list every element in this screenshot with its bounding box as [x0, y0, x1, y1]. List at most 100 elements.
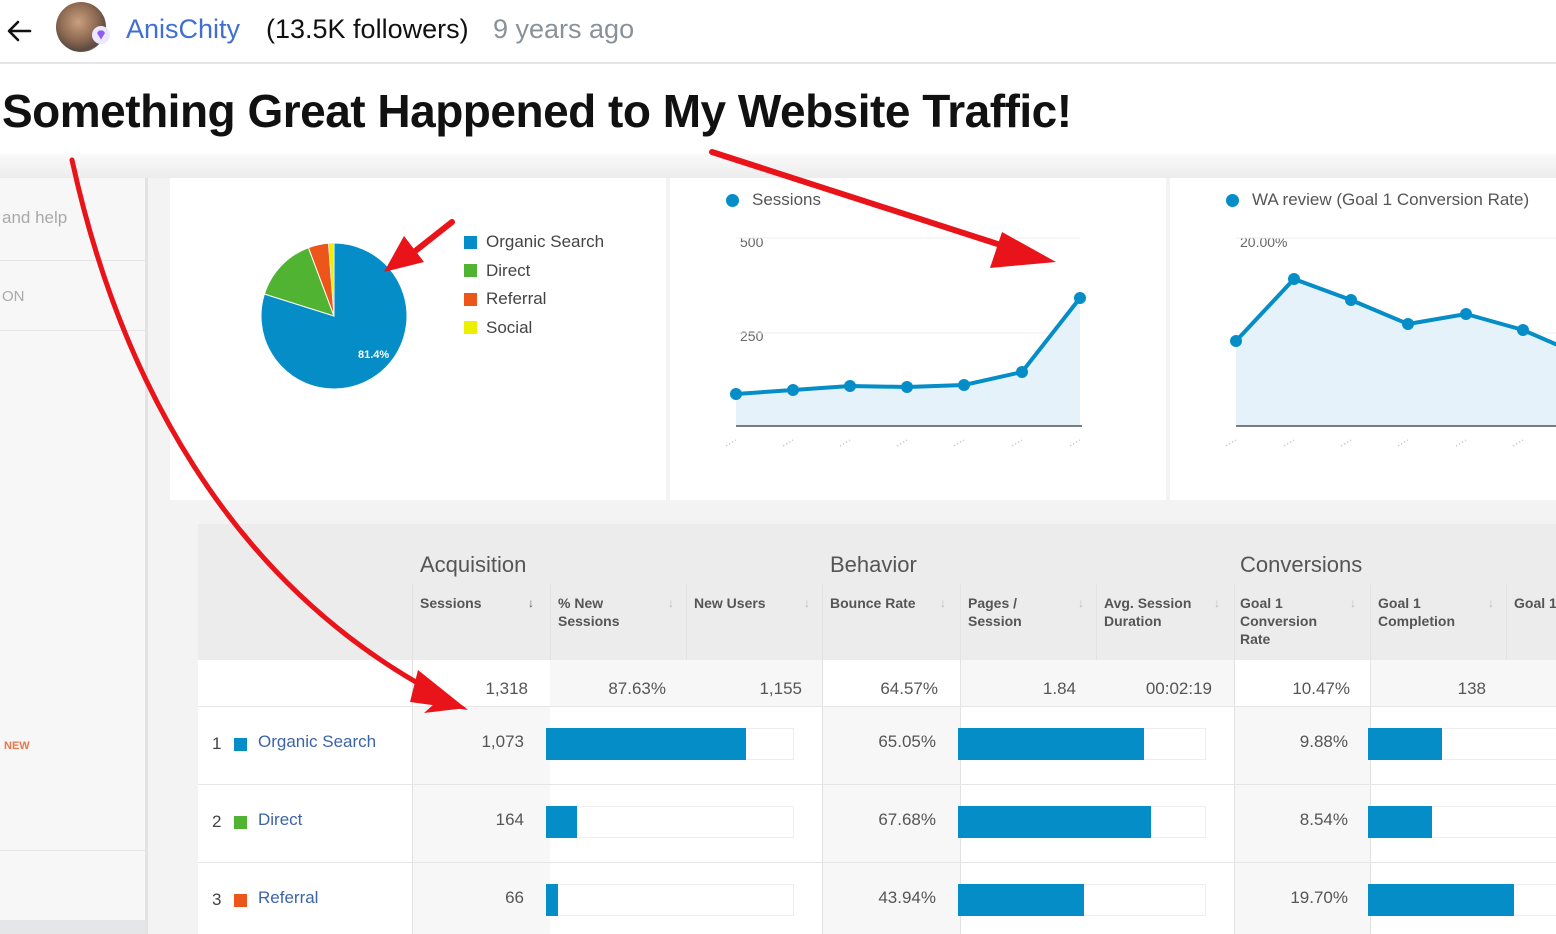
sidebar-divider: [0, 330, 145, 331]
row-sessions: 164: [495, 810, 524, 829]
sort-desc-icon[interactable]: ↓: [528, 596, 534, 610]
row-bounce-rate: 65.05%: [878, 732, 936, 751]
col-divider: [412, 584, 413, 934]
conv-bar: [1368, 728, 1442, 760]
sessions-chart-panel: Sessions 500 250: [670, 178, 1166, 500]
row-bounce-rate: 67.68%: [878, 810, 936, 829]
sort-icon[interactable]: ↓: [804, 596, 810, 610]
total-sessions: 1,318: [485, 679, 528, 698]
total-bounce-rate: 64.57%: [880, 679, 938, 698]
sort-icon[interactable]: ↓: [1078, 596, 1084, 610]
total-pages-per-session: 1.84: [1042, 679, 1076, 698]
group-conversions: Conversions: [1240, 552, 1363, 577]
total-pct-new-sessions: 87.63%: [608, 679, 666, 698]
row-conv-rate: 9.88%: [1299, 732, 1348, 751]
col-goal1-conversion-rate[interactable]: Goal 1 Conversion Rate: [1240, 595, 1318, 647]
sessions-bar: [546, 884, 558, 916]
sort-icon[interactable]: ↓: [1214, 596, 1220, 610]
legend-item-organic[interactable]: Organic Search: [464, 228, 604, 257]
legend-label: Direct: [486, 260, 531, 280]
pie-legend: Organic Search Direct Referral Social: [464, 228, 604, 342]
total-avg-session-duration: 00:02:19: [1145, 679, 1212, 698]
col-bounce-rate[interactable]: Bounce Rate: [830, 595, 916, 611]
pie-chart-panel: 81.4% Organic Search Direct Referral Soc…: [170, 178, 666, 500]
col-avg-session-duration[interactable]: Avg. Session Duration: [1104, 595, 1192, 629]
sort-icon[interactable]: ↓: [1488, 596, 1494, 610]
new-badge: NEW: [4, 740, 30, 752]
row-divider: [198, 706, 1556, 707]
channel-link[interactable]: Direct: [258, 810, 303, 829]
sort-icon[interactable]: ↓: [1350, 596, 1356, 610]
sessions-bar: [546, 728, 746, 760]
channel-link[interactable]: Referral: [258, 888, 319, 907]
analytics-sidebar: and help ON NEW: [0, 178, 148, 934]
col-divider: [550, 584, 551, 660]
channel-data-table: Acquisition Behavior Conversions Session…: [198, 524, 1556, 934]
sessions-bar-track: [546, 884, 794, 916]
conv-bar: [1368, 884, 1514, 916]
post-header: AnisChity (13.5K followers) 9 years ago: [0, 0, 1556, 64]
col-goal1-value[interactable]: Goal 1: [1514, 595, 1556, 611]
series-dot-icon: [726, 193, 739, 207]
col-goal1-completion[interactable]: Goal 1 Completion: [1378, 595, 1455, 629]
col-pct-new-sessions[interactable]: % New Sessions: [558, 595, 620, 629]
col-pages-per-session[interactable]: Pages / Session: [968, 595, 1022, 629]
row-sessions: 66: [505, 888, 524, 907]
channel-swatch-icon: [234, 894, 247, 907]
row-conv-rate: 19.70%: [1290, 888, 1348, 907]
conversion-series-label: WA review (Goal 1 Conversion Rate): [1226, 190, 1529, 210]
legend-label: Organic Search: [486, 232, 605, 252]
col-sessions[interactable]: Sessions: [420, 595, 482, 611]
table-header-bg: [198, 524, 1556, 660]
legend-swatch-icon: [464, 292, 477, 306]
group-behavior: Behavior: [830, 552, 917, 577]
sessions-line-chart: [725, 237, 1086, 447]
sidebar-divider: [0, 260, 145, 261]
followers-count: (13.5K followers): [266, 14, 469, 44]
legend-swatch-icon: [464, 264, 477, 278]
legend-swatch-icon: [464, 321, 477, 335]
bounce-bar: [958, 884, 1084, 916]
sidebar-divider: [0, 850, 145, 851]
col-new-users[interactable]: New Users: [694, 595, 766, 611]
screenshot-top-shadow: [0, 154, 1556, 178]
channel-swatch-icon: [234, 738, 247, 751]
legend-item-direct[interactable]: Direct: [464, 257, 604, 286]
sort-icon[interactable]: ↓: [668, 596, 674, 610]
col-divider: [686, 584, 687, 660]
conversion-line-chart: [1225, 237, 1556, 447]
diamond-badge-icon: [92, 26, 110, 44]
conv-bar: [1368, 806, 1432, 838]
group-acquisition: Acquisition: [420, 552, 527, 577]
legend-swatch-icon: [464, 235, 477, 249]
col-divider: [822, 584, 823, 934]
col-divider: [1234, 584, 1235, 934]
total-goal1-completion: 138: [1457, 679, 1486, 698]
pie-center-label: 81.4%: [358, 349, 389, 361]
sessions-bar: [546, 806, 577, 838]
channel-link[interactable]: Organic Search: [258, 732, 377, 751]
post-timestamp: 9 years ago: [493, 14, 635, 44]
legend-item-social[interactable]: Social: [464, 314, 604, 343]
analytics-screenshot: and help ON NEW 81.4% Organic Search Dir…: [0, 154, 1556, 934]
total-goal1-conversion-rate: 10.47%: [1292, 679, 1350, 698]
bounce-bar: [958, 806, 1151, 838]
sessions-series-label: Sessions: [726, 190, 821, 210]
y-tick-250: 250: [740, 328, 764, 344]
sidebar-bottom-bar: [0, 920, 145, 934]
row-number: 2: [212, 812, 222, 831]
author-link[interactable]: AnisChity: [126, 14, 241, 44]
sessions-bar-track: [546, 806, 794, 838]
row-divider: [198, 862, 1556, 863]
sort-icon[interactable]: ↓: [940, 596, 946, 610]
back-arrow-icon[interactable]: [4, 16, 34, 46]
total-new-users: 1,155: [759, 679, 802, 698]
col-divider: [1096, 584, 1097, 660]
row-number: 3: [212, 890, 222, 909]
row-bounce-rate: 43.94%: [878, 888, 936, 907]
legend-item-referral[interactable]: Referral: [464, 285, 604, 314]
post-title: Something Great Happened to My Website T…: [2, 85, 1072, 137]
sidebar-item-section[interactable]: ON: [2, 288, 25, 305]
sidebar-item-help[interactable]: and help: [2, 208, 68, 227]
legend-label: Referral: [486, 289, 547, 309]
